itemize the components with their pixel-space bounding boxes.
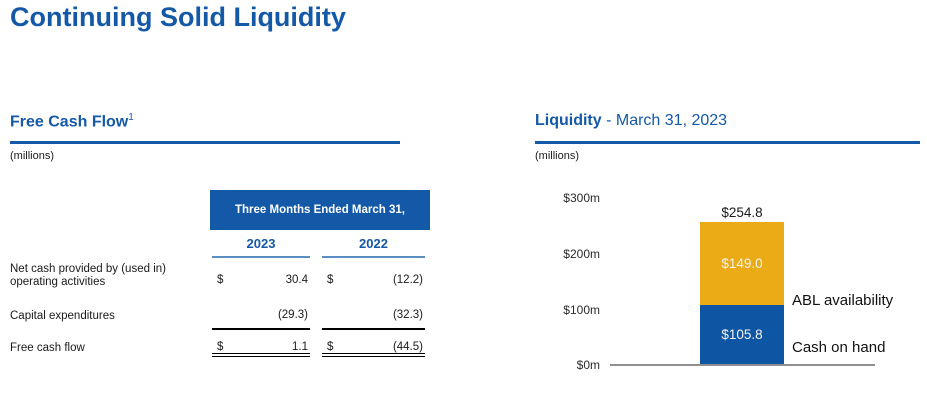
- page-title: Continuing Solid Liquidity: [10, 2, 346, 32]
- fcf-section-heading: Free Cash Flow1: [10, 112, 134, 131]
- cell-value: 30.4: [285, 274, 308, 286]
- column-rule-2022: [322, 256, 425, 258]
- cell-value: (44.5): [392, 341, 423, 353]
- y-axis-tick-100: $100m: [563, 303, 600, 317]
- liquidity-heading-text: Liquidity: [535, 112, 602, 129]
- table-cell-2022: (32.3): [322, 308, 425, 330]
- stacked-bar: $149.0 $105.8: [700, 222, 784, 364]
- table-cell-2023: $ 1.1: [212, 340, 310, 357]
- liquidity-units-label: (millions): [535, 150, 579, 162]
- currency-symbol: $: [217, 341, 224, 353]
- table-row-label: Capital expenditures: [10, 310, 115, 322]
- series-label-abl-availability: ABL availability: [792, 292, 894, 309]
- column-rule-2023: [212, 256, 310, 258]
- bar-total-label: $254.8: [721, 205, 763, 220]
- y-axis-tick-0: $0m: [576, 358, 600, 372]
- liquidity-heading-rule: [535, 141, 920, 144]
- cell-value: 1.1: [292, 341, 308, 353]
- column-header-2022: 2022: [359, 236, 388, 251]
- fcf-heading-rule: [10, 141, 400, 144]
- bar-segment-cash-on-hand: $105.8: [700, 305, 784, 364]
- table-header-banner: Three Months Ended March 31,: [210, 190, 430, 230]
- cell-value: (12.2): [392, 274, 423, 286]
- table-cell-2022: $ (44.5): [322, 340, 425, 357]
- table-cell-2023: (29.3): [212, 308, 310, 330]
- row1-label-line2: operating activities: [10, 276, 106, 288]
- currency-symbol: $: [327, 274, 334, 286]
- currency-symbol: $: [327, 341, 334, 353]
- table-cell-2022: $ (12.2): [322, 274, 425, 289]
- liquidity-section-heading: Liquidity - March 31, 2023: [535, 112, 727, 130]
- y-axis-tick-300: $300m: [563, 191, 600, 205]
- row1-label-line1: Net cash provided by (used in): [10, 263, 166, 275]
- fcf-units-label: (millions): [10, 150, 54, 162]
- table-row-label: Free cash flow: [10, 342, 85, 354]
- series-label-cash-on-hand: Cash on hand: [792, 339, 886, 356]
- table-row-label: Net cash provided by (used in) operating…: [10, 263, 210, 289]
- y-axis-tick-200: $200m: [563, 247, 600, 261]
- fcf-heading-text: Free Cash Flow: [10, 113, 129, 131]
- table-cell-2023: $ 30.4: [212, 274, 310, 289]
- x-axis-line: [610, 364, 875, 366]
- bar-segment-abl-availability: $149.0: [700, 222, 784, 305]
- column-header-2023: 2023: [246, 236, 276, 251]
- currency-symbol: $: [217, 274, 224, 286]
- fcf-footnote-marker: 1: [128, 112, 134, 123]
- liquidity-heading-date: - March 31, 2023: [601, 112, 728, 129]
